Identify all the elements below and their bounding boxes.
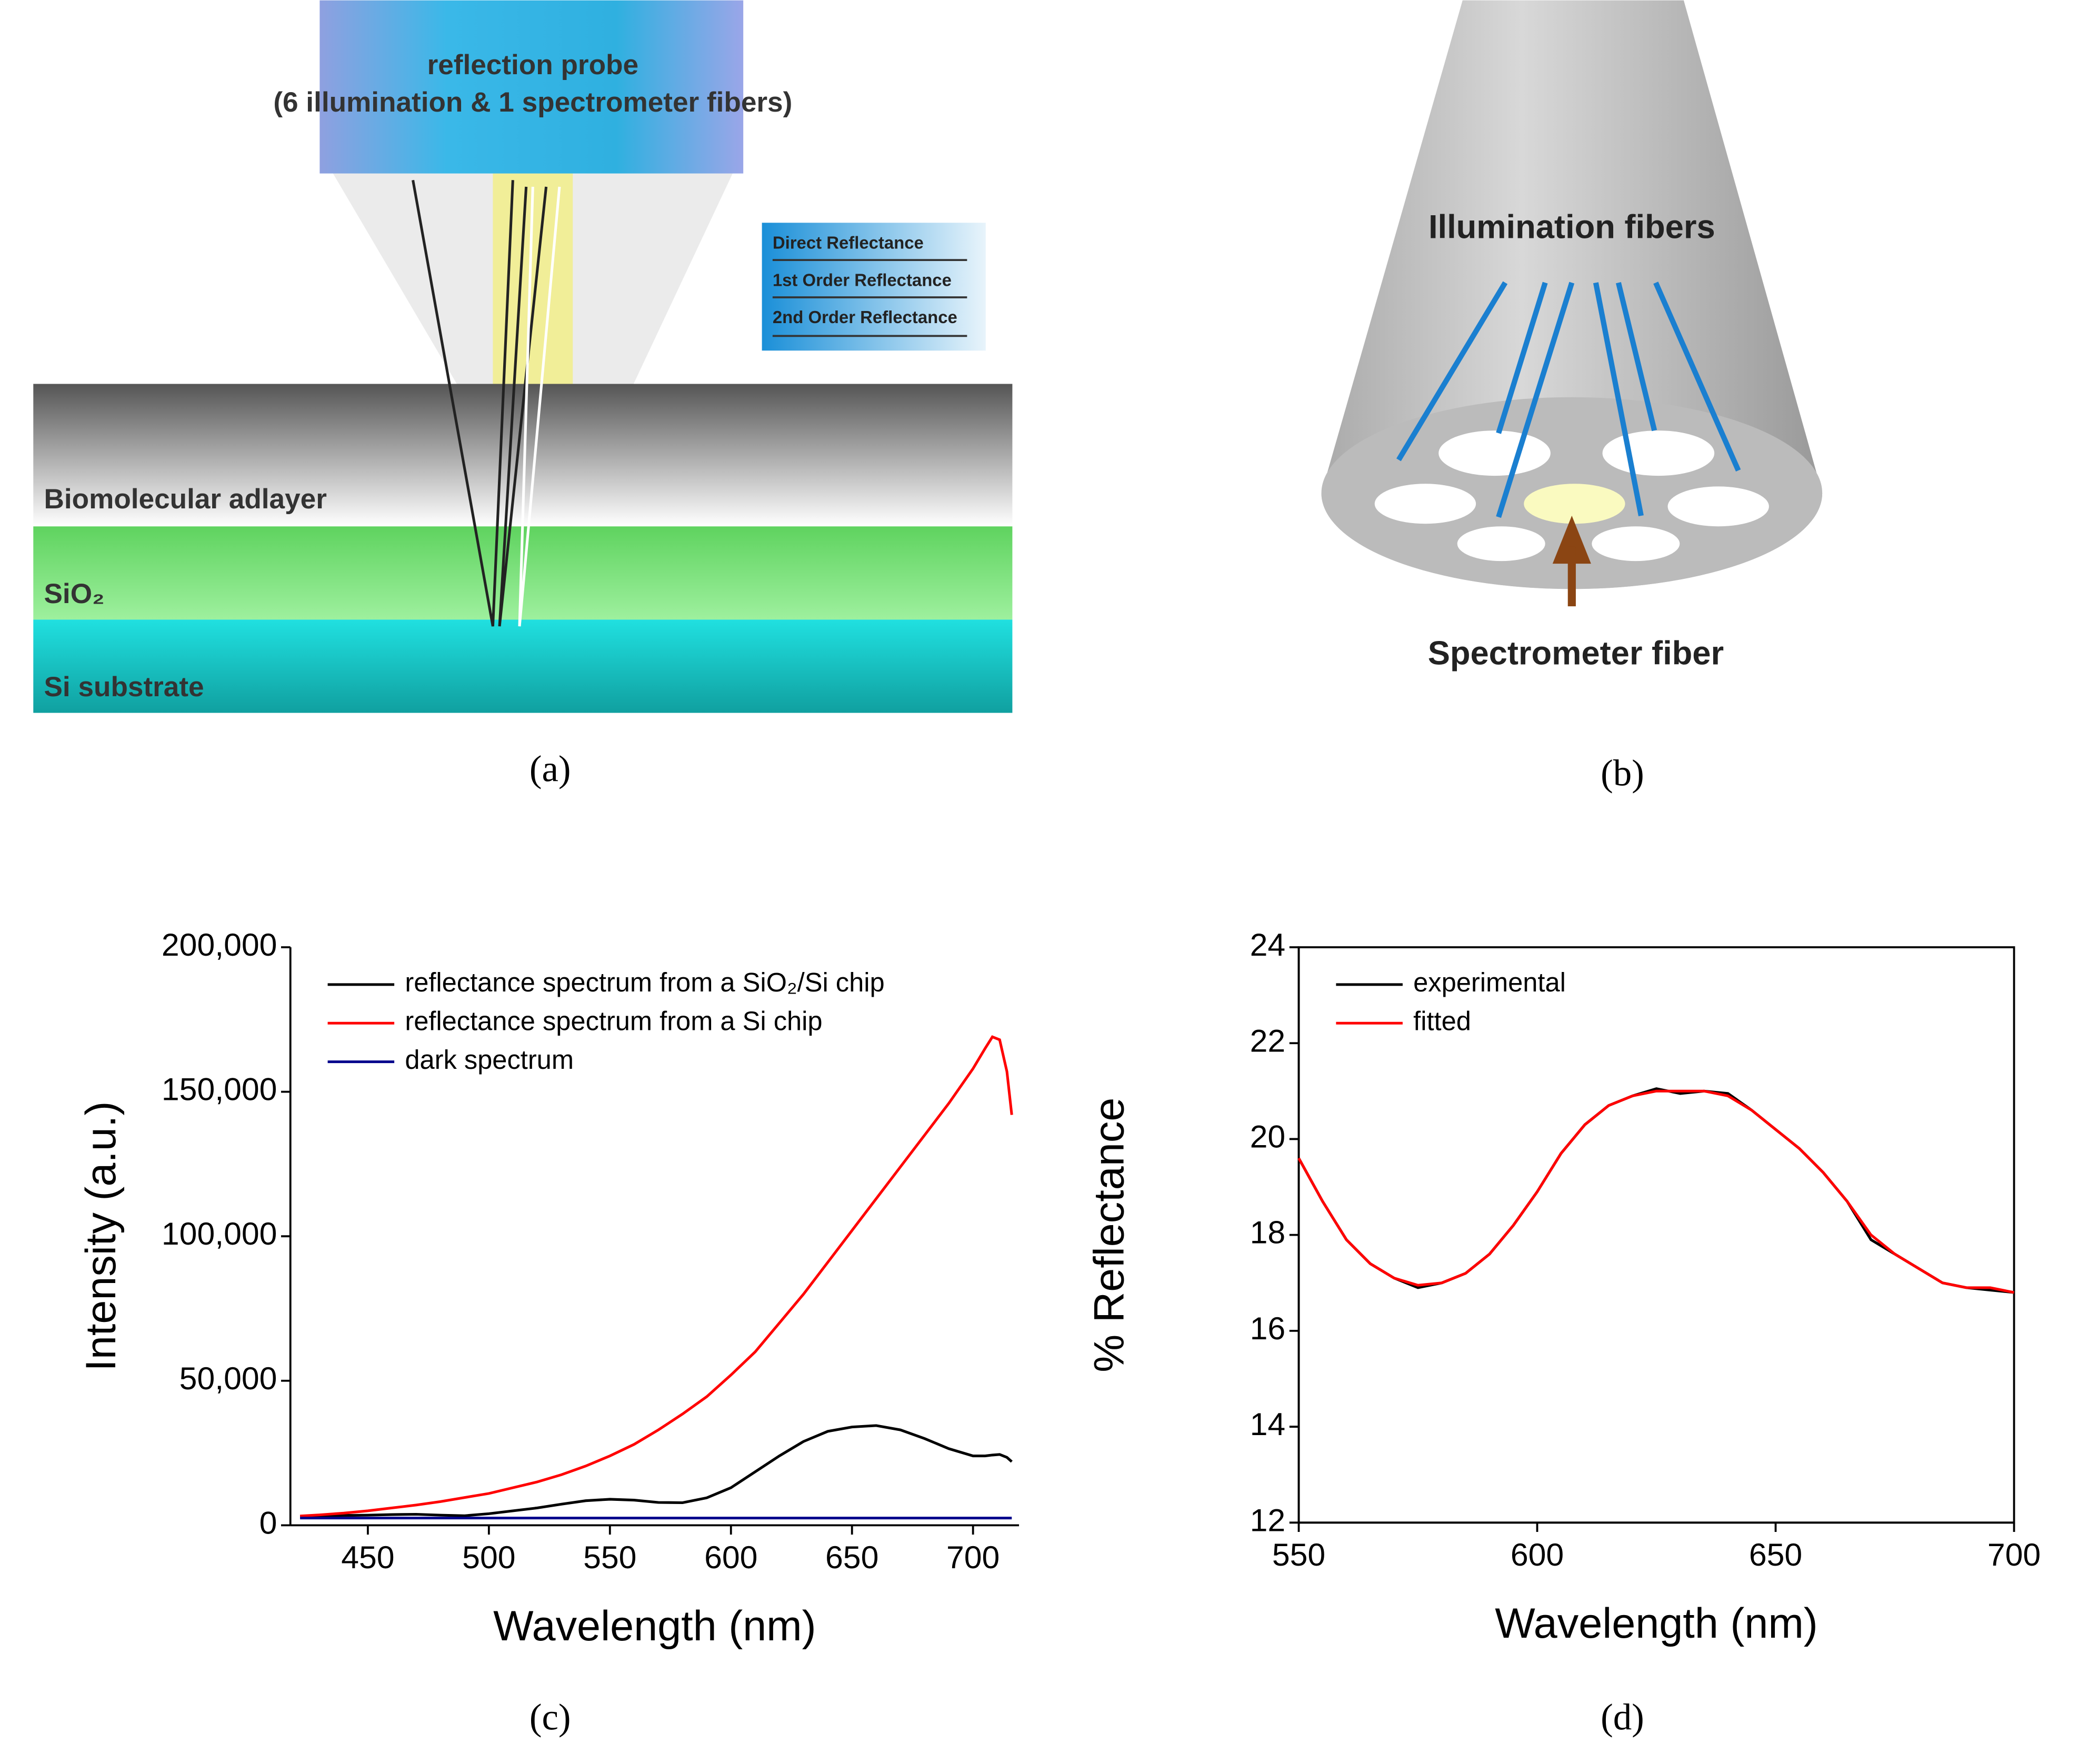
legend-label: experimental (1413, 967, 1566, 997)
legend-label: reflectance spectrum from a SiO₂/Si chip (405, 967, 884, 997)
spectrometer-core (1524, 484, 1625, 524)
x-tick-label: 550 (583, 1539, 636, 1575)
legend-label: dark spectrum (405, 1045, 574, 1075)
diagram-a: reflection probe (6 illumination & 1 spe… (33, 0, 1013, 713)
y-tick-label: 18 (1250, 1215, 1286, 1250)
rays (518, 186, 561, 627)
legend-text: 1st Order Reflectance (773, 270, 952, 289)
y-tick-label: 100,000 (162, 1216, 277, 1251)
y-tick-label: 50,000 (179, 1360, 277, 1396)
y-tick-label: 150,000 (162, 1071, 277, 1107)
layer-label: SiO₂ (44, 578, 105, 609)
label: Illumination fibers (1428, 209, 1715, 246)
x-tick-label: 650 (825, 1539, 878, 1575)
ray-legend (762, 223, 986, 351)
legend-text: Direct Reflectance (773, 233, 924, 252)
y-tick-label: 16 (1250, 1310, 1286, 1346)
label: Spectrometer fiber (1428, 635, 1724, 671)
legend-text: 2nd Order Reflectance (773, 307, 957, 327)
x-tick-label: 550 (1272, 1537, 1325, 1572)
x-tick-label: 600 (1511, 1537, 1564, 1572)
layer-label: Si substrate (44, 671, 204, 703)
frame (1297, 946, 2015, 1524)
x-tick-label: 600 (704, 1539, 757, 1575)
brown-arrow (1552, 515, 1591, 607)
series-line (300, 1424, 1013, 1518)
diagram-b: Illumination fibers Spectrometer fiber (1321, 0, 1823, 671)
panel-label: (a) (530, 749, 571, 790)
y-axis-title: Intensity (a.u.) (77, 1101, 125, 1371)
legend-arrows (772, 259, 967, 337)
y-tick-label: 20 (1250, 1118, 1286, 1154)
series-line (1297, 1089, 2015, 1294)
y-tick-label: 14 (1250, 1406, 1286, 1442)
legend-label: fitted (1413, 1006, 1471, 1036)
series-line (299, 1035, 1013, 1518)
x-tick-label: 700 (946, 1539, 1000, 1575)
arrows (1396, 281, 1741, 518)
y-tick-label: 200,000 (162, 927, 277, 963)
x-tick-label: 450 (341, 1539, 394, 1575)
x-tick-label: 650 (1749, 1537, 1802, 1572)
panel-label: (c) (530, 1697, 571, 1738)
panel-label: (b) (1601, 753, 1644, 794)
y-tick-label: 0 (259, 1505, 277, 1540)
legend-label: reflectance spectrum from a Si chip (405, 1006, 822, 1036)
x-tick-label: 700 (1987, 1537, 2041, 1572)
layer-label: Biomolecular adlayer (44, 484, 327, 515)
fiber-holes (1374, 430, 1769, 562)
probe (319, 0, 744, 174)
x-axis-title: Wavelength (nm) (1495, 1600, 1817, 1647)
y-tick-label: 22 (1250, 1023, 1286, 1058)
y-axis-title: % Reflectance (1086, 1098, 1133, 1372)
x-tick-label: 500 (462, 1539, 515, 1575)
y-tick-label: 12 (1250, 1502, 1286, 1538)
y-tick-label: 24 (1250, 927, 1286, 963)
probe-title: reflection probe (427, 49, 638, 81)
rays (412, 179, 548, 627)
si-layer (33, 619, 1013, 713)
probe-subtitle: (6 illumination & 1 spectrometer fibers) (273, 87, 792, 118)
panel-label: (d) (1601, 1697, 1644, 1738)
x-axis-title: Wavelength (nm) (493, 1602, 816, 1650)
